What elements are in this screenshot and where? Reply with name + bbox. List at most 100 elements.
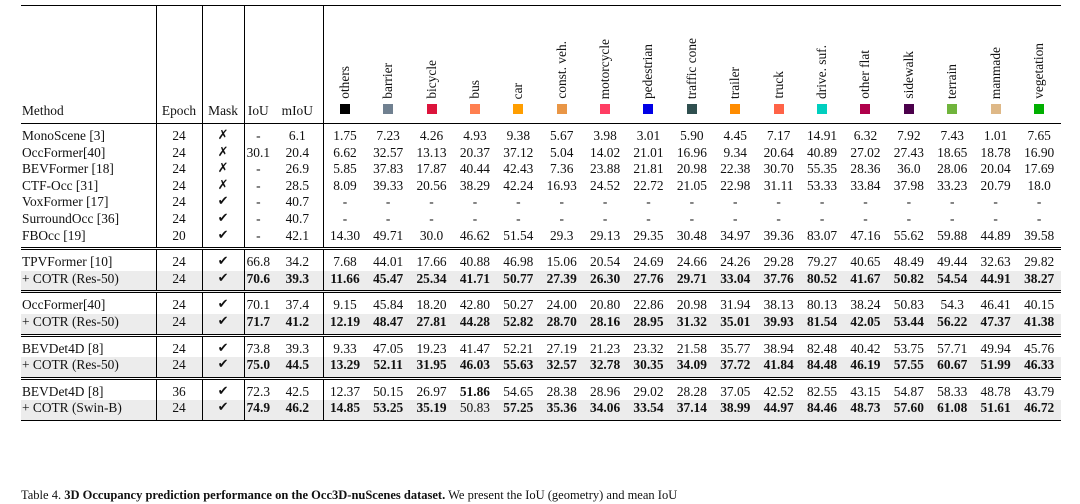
- cell-value: 50.83: [893, 297, 924, 313]
- cell-value: 30.1: [243, 144, 273, 162]
- cell-value: 37.12: [503, 144, 534, 160]
- cell-value: 41.38: [1017, 313, 1061, 336]
- cell-value: 27.39: [540, 270, 584, 292]
- cell-value: 40.89: [806, 144, 838, 160]
- cell-value: 41.67: [843, 270, 888, 292]
- cell-value: 43.79: [1024, 383, 1055, 399]
- cell-value: 7.65: [1027, 128, 1051, 143]
- row-group: OccFormer[40] 24 ✔ 70.1 37.4 9.15 45.84 18.20 42…: [21, 291, 1061, 336]
- cell-value: 14.02: [590, 144, 621, 160]
- cell-value: 46.19: [843, 357, 888, 379]
- class-name: bicycle: [423, 60, 439, 99]
- class-label-box: barrier: [366, 6, 409, 119]
- cell-value: -: [243, 123, 273, 145]
- method-name: VoxFormer [17]: [22, 194, 109, 210]
- cell-value: 46.41: [980, 297, 1011, 313]
- cell-value: 56.22: [930, 313, 974, 336]
- class-header: trailer: [714, 6, 757, 124]
- cell-value: 7.36: [549, 161, 574, 177]
- cell-value: 22.72: [633, 177, 664, 193]
- cell-value: -: [646, 210, 651, 226]
- cell-value: 24: [155, 270, 203, 292]
- class-color: [860, 104, 871, 114]
- cell-value: 26.30: [583, 270, 627, 292]
- row-group: TPVFormer [10] 24 ✔ 66.8 34.2 7.68 44.01 17.66 4…: [21, 248, 1061, 292]
- class-name: drive. suf.: [814, 45, 830, 99]
- class-label-box: trailer: [714, 6, 757, 119]
- class-name: terrain: [944, 64, 960, 99]
- cell-value: 53.75: [893, 340, 924, 356]
- cell-value: 28.38: [546, 383, 577, 399]
- cell-value: 33.04: [713, 270, 757, 292]
- class-header: motorcycle: [583, 6, 626, 124]
- cell-value: 44.28: [453, 313, 497, 336]
- cell-value: 18.0: [1027, 177, 1051, 193]
- cell-value: 30.48: [676, 227, 707, 243]
- cell-value: 48.78: [980, 383, 1011, 399]
- method-name: OccFormer[40]: [22, 297, 106, 313]
- header-row: Method Epoch Mask IoU mIoU others barrier bicyc…: [21, 5, 1061, 124]
- class-color: [556, 104, 567, 114]
- cell-value: 20.98: [676, 297, 707, 313]
- cell-value: 24: [155, 357, 203, 379]
- class-color: [643, 104, 654, 114]
- cell-value: 54.54: [930, 270, 974, 292]
- cell-value: 28.28: [676, 383, 707, 399]
- cell-value: 20.56: [416, 177, 447, 193]
- class-color: [600, 104, 611, 114]
- cell-value: 20.04: [980, 161, 1011, 177]
- cell-value: 44.97: [756, 400, 801, 421]
- cell-value: 37.76: [756, 270, 801, 292]
- cell-value: 50.15: [373, 383, 404, 399]
- class-label-box: traffic cone: [670, 6, 713, 119]
- method-name: BEVDet4D [8]: [22, 340, 104, 356]
- class-name: other flat: [857, 50, 873, 99]
- cell-value: 4.45: [723, 128, 747, 143]
- table-container: Method Epoch Mask IoU mIoU others barrier bicyc…: [21, 5, 1061, 421]
- cell-value: 70.1: [243, 291, 273, 314]
- cell-value: 37.4: [285, 297, 310, 313]
- cell-value: 44.5: [272, 357, 324, 379]
- cell-value: -: [243, 210, 273, 228]
- cell-value: 45.84: [373, 297, 404, 313]
- cell-value: 24: [155, 400, 203, 421]
- cell-value: 48.47: [366, 313, 410, 336]
- cell-value: 17.66: [416, 254, 447, 270]
- cell-value: 27.19: [546, 340, 577, 356]
- cell-value: 33.84: [850, 177, 881, 193]
- class-name: car: [510, 82, 526, 99]
- class-header: pedestrian: [627, 6, 670, 124]
- mask-mark: ✔: [201, 335, 245, 358]
- cell-value: 52.82: [496, 313, 541, 336]
- cell-value: 29.71: [670, 270, 714, 292]
- cell-value: -: [472, 210, 478, 226]
- cell-value: 29.13: [590, 227, 621, 243]
- cell-value: 49.94: [980, 340, 1011, 356]
- class-label-box: car: [497, 6, 540, 119]
- cell-value: -: [385, 210, 391, 226]
- cell-value: 55.62: [893, 227, 924, 243]
- cell-value: 18.65: [937, 144, 968, 160]
- mask-mark: ✔: [201, 357, 245, 379]
- cell-value: 25.34: [409, 270, 454, 292]
- cell-value: 9.33: [322, 335, 367, 358]
- class-label-box: drive. suf.: [800, 6, 843, 119]
- cell-value: 21.81: [633, 161, 664, 177]
- cell-value: 31.94: [720, 297, 751, 313]
- cell-value: 47.37: [973, 313, 1018, 336]
- cell-value: 57.25: [496, 400, 541, 421]
- cell-value: 27.76: [626, 270, 671, 292]
- method-name: CTF-Occ [31]: [22, 177, 99, 193]
- cell-value: 34.09: [670, 357, 714, 379]
- class-label-box: others: [324, 6, 367, 119]
- caption-title: 3D Occupancy prediction performance on t…: [64, 488, 446, 502]
- class-label-box: terrain: [931, 6, 974, 119]
- cell-value: 50.83: [453, 400, 497, 421]
- cell-value: 28.36: [850, 161, 881, 177]
- cell-value: 53.33: [806, 177, 838, 193]
- cell-value: 57.60: [887, 400, 931, 421]
- method-name: + COTR (Res-50): [21, 313, 157, 336]
- class-color: [340, 104, 350, 114]
- cell-value: 38.24: [850, 297, 881, 313]
- class-color: [990, 104, 1001, 114]
